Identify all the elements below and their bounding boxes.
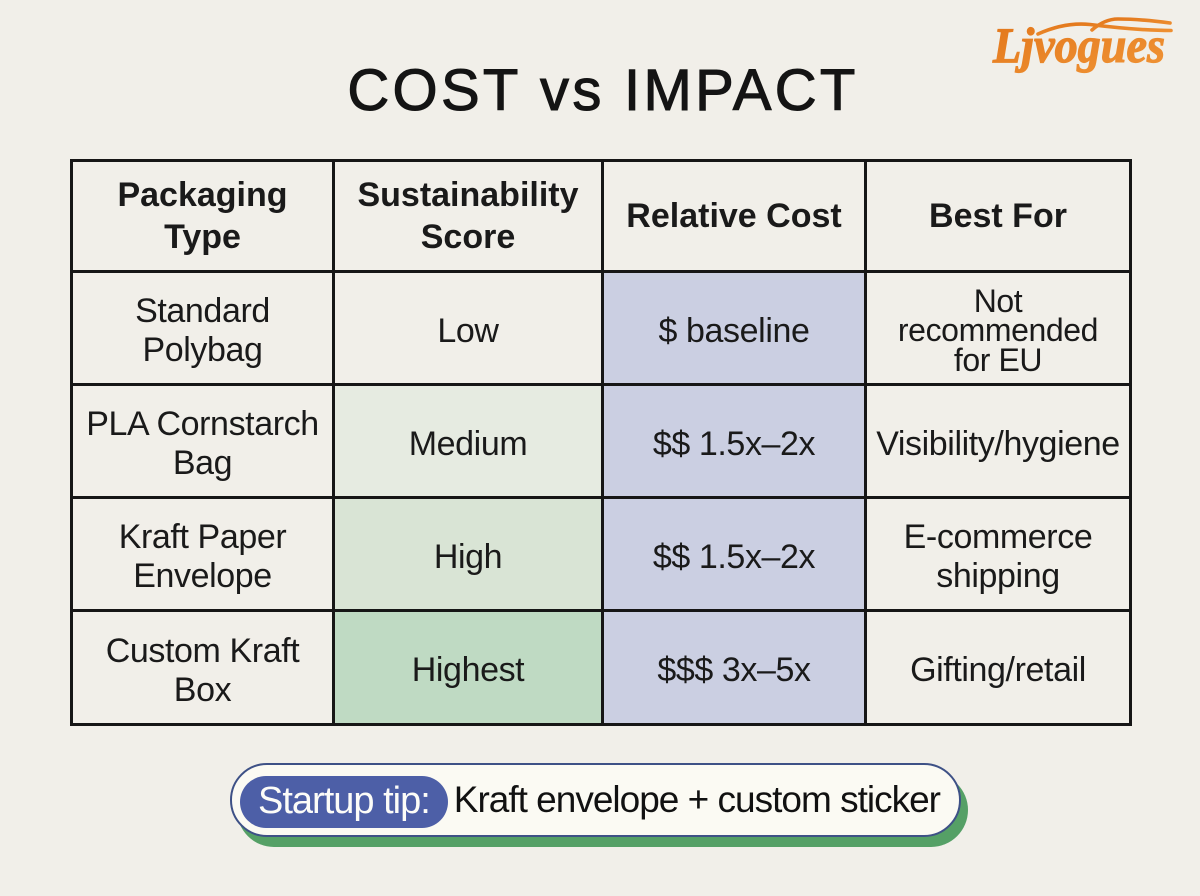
svg-text:Ljvogues: Ljvogues bbox=[992, 17, 1165, 73]
